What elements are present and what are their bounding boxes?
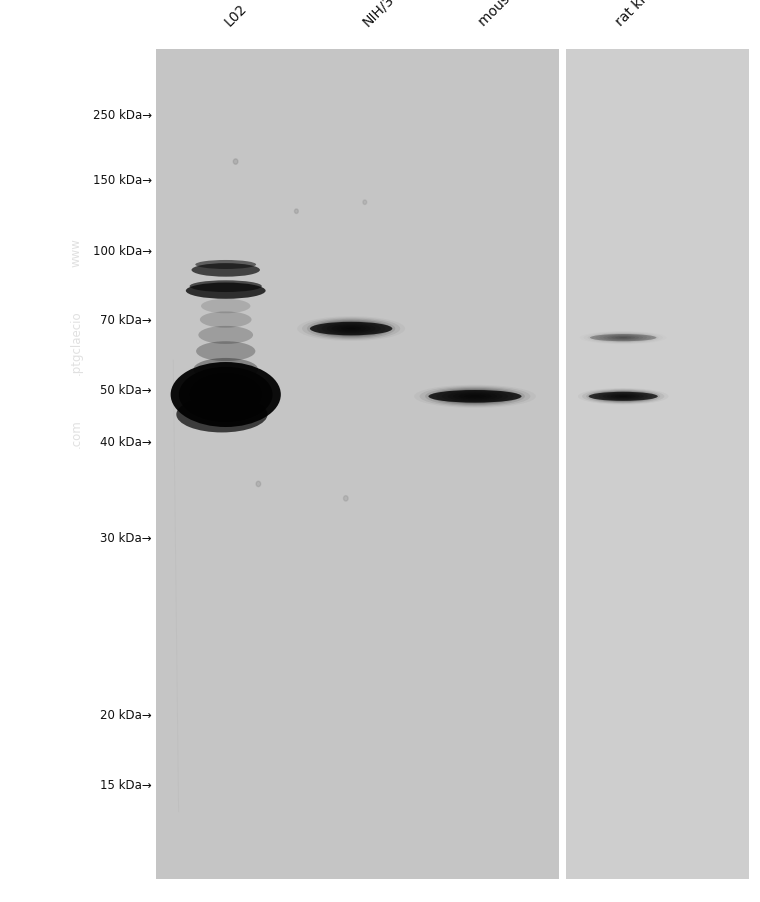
Ellipse shape <box>603 336 643 341</box>
Text: .ptgclaecio: .ptgclaecio <box>69 310 83 375</box>
Ellipse shape <box>588 392 657 401</box>
Ellipse shape <box>190 281 261 292</box>
Bar <box>156 50 559 879</box>
Ellipse shape <box>448 391 502 402</box>
Text: rat kidney: rat kidney <box>613 0 673 29</box>
Ellipse shape <box>185 283 266 299</box>
Ellipse shape <box>196 342 255 362</box>
Ellipse shape <box>586 390 660 403</box>
Ellipse shape <box>470 396 480 398</box>
Ellipse shape <box>327 324 375 335</box>
Text: 70 kDa→: 70 kDa→ <box>100 314 152 327</box>
Ellipse shape <box>442 391 508 403</box>
Circle shape <box>363 200 367 206</box>
Ellipse shape <box>615 395 632 399</box>
Text: NIH/3T3: NIH/3T3 <box>360 0 410 29</box>
Ellipse shape <box>321 322 381 336</box>
Text: 15 kDa→: 15 kDa→ <box>100 778 152 791</box>
Ellipse shape <box>436 390 514 404</box>
Bar <box>559 50 566 879</box>
Circle shape <box>344 496 348 502</box>
Text: www: www <box>69 238 83 267</box>
Bar <box>566 50 749 879</box>
Ellipse shape <box>458 393 492 400</box>
Text: 100 kDa→: 100 kDa→ <box>93 244 152 257</box>
Ellipse shape <box>179 367 273 423</box>
Text: 250 kDa→: 250 kDa→ <box>93 109 152 122</box>
Text: L02: L02 <box>222 1 249 29</box>
Ellipse shape <box>341 327 361 331</box>
Ellipse shape <box>198 327 253 345</box>
Ellipse shape <box>598 392 648 401</box>
Ellipse shape <box>464 395 486 399</box>
Ellipse shape <box>611 336 635 340</box>
Ellipse shape <box>616 337 631 339</box>
Ellipse shape <box>195 261 256 270</box>
Text: 30 kDa→: 30 kDa→ <box>100 531 152 544</box>
Ellipse shape <box>347 328 356 330</box>
Ellipse shape <box>607 336 639 341</box>
Ellipse shape <box>201 299 250 314</box>
Ellipse shape <box>603 393 644 400</box>
Ellipse shape <box>582 390 664 404</box>
Ellipse shape <box>619 337 627 339</box>
Text: 50 kDa→: 50 kDa→ <box>100 383 152 396</box>
Ellipse shape <box>312 320 391 338</box>
Ellipse shape <box>591 391 656 403</box>
Ellipse shape <box>431 389 519 405</box>
Ellipse shape <box>170 363 281 428</box>
Text: 40 kDa→: 40 kDa→ <box>100 436 152 448</box>
Ellipse shape <box>420 386 530 408</box>
Ellipse shape <box>453 392 497 401</box>
Ellipse shape <box>192 263 260 278</box>
Ellipse shape <box>193 359 258 382</box>
Ellipse shape <box>331 325 371 334</box>
Ellipse shape <box>190 374 261 416</box>
Ellipse shape <box>606 394 640 400</box>
Ellipse shape <box>611 394 635 399</box>
Ellipse shape <box>425 387 525 406</box>
Ellipse shape <box>307 319 395 339</box>
Text: mouse kidney: mouse kidney <box>477 0 555 29</box>
Ellipse shape <box>590 335 657 342</box>
Circle shape <box>256 482 261 487</box>
Text: 150 kDa→: 150 kDa→ <box>93 174 152 187</box>
Ellipse shape <box>337 326 366 333</box>
Text: 20 kDa→: 20 kDa→ <box>100 708 152 721</box>
Ellipse shape <box>619 396 627 398</box>
Ellipse shape <box>176 397 268 433</box>
Circle shape <box>233 160 238 165</box>
Ellipse shape <box>600 335 647 342</box>
Ellipse shape <box>310 322 392 336</box>
Text: .com: .com <box>69 419 83 447</box>
Ellipse shape <box>200 312 252 328</box>
Circle shape <box>295 209 298 214</box>
Ellipse shape <box>594 391 652 402</box>
Ellipse shape <box>317 321 385 337</box>
Ellipse shape <box>429 391 521 403</box>
Ellipse shape <box>302 318 401 340</box>
